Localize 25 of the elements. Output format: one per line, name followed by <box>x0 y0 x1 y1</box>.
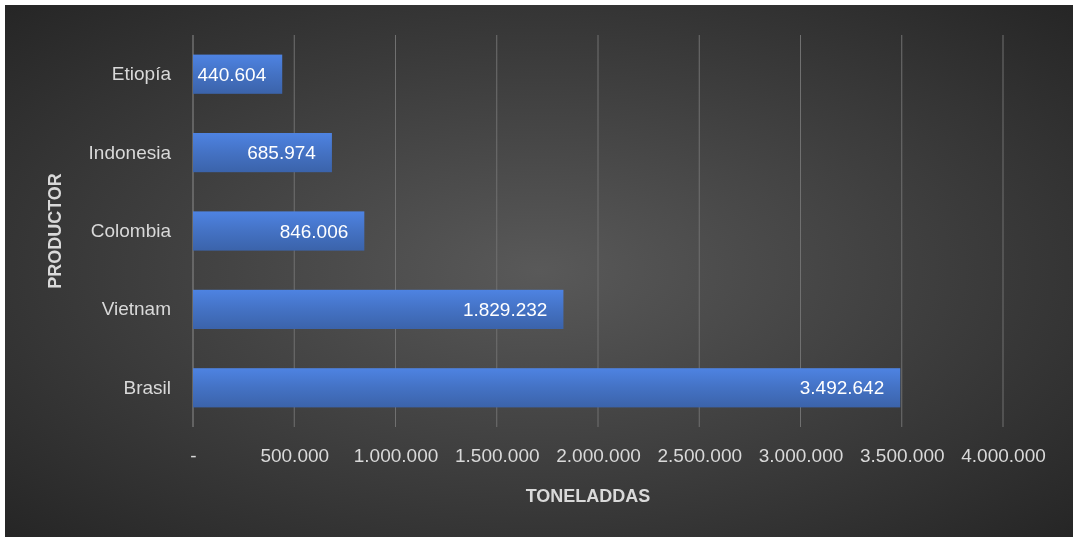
data-label: 1.829.232 <box>462 299 548 321</box>
x-tick-label: 1.000.000 <box>353 445 439 467</box>
y-tick-label: Brasil <box>123 376 171 398</box>
bar <box>193 289 564 329</box>
x-tick-label: - <box>190 445 197 467</box>
x-tick-label: 4.000.000 <box>961 445 1046 467</box>
data-label: 846.006 <box>279 220 349 242</box>
data-label: 3.492.642 <box>799 377 885 399</box>
bar <box>193 211 365 251</box>
x-tick-label: 1.500.000 <box>454 445 540 467</box>
y-tick-label: Colombia <box>90 220 172 242</box>
bar <box>193 133 332 173</box>
x-tick-label: 2.500.000 <box>657 445 743 467</box>
bar <box>193 368 901 408</box>
y-tick-label: Vietnam <box>101 298 171 320</box>
data-label: 440.604 <box>197 63 267 85</box>
x-tick-label: 3.000.000 <box>758 445 844 467</box>
y-axis-title: PRODUCTOR <box>45 173 65 289</box>
y-tick-label: Indonesia <box>88 141 172 163</box>
x-axis-title: TONELADDAS <box>525 486 651 506</box>
data-label: 685.974 <box>247 142 317 164</box>
y-tick-label: Etiopía <box>111 63 172 85</box>
x-tick-label: 2.000.000 <box>556 445 641 467</box>
x-tick-label: 500.000 <box>260 445 330 467</box>
x-tick-label: 3.500.000 <box>859 445 945 467</box>
